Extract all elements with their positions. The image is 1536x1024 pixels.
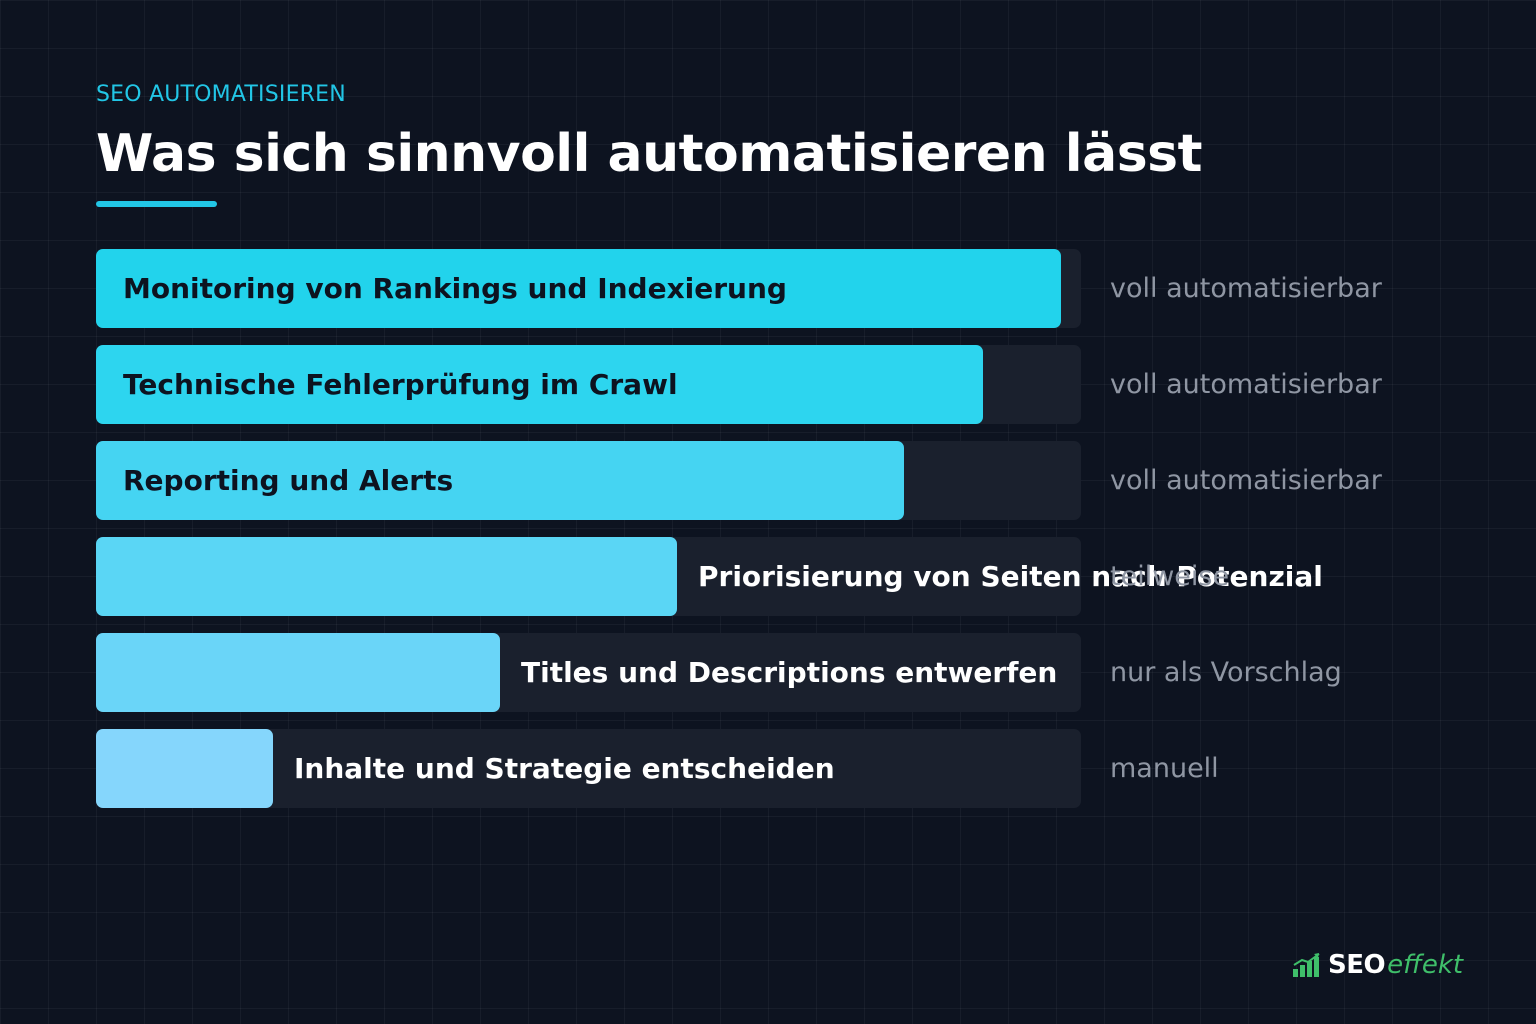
growth-chart-icon <box>1293 953 1320 977</box>
logo-text-effekt: effekt <box>1387 950 1464 980</box>
bar-status-label: teilweise <box>1110 561 1230 592</box>
bar <box>96 249 1061 328</box>
bar-status-label: voll automatisierbar <box>1110 465 1382 496</box>
bar-label: Reporting und Alerts <box>123 464 454 497</box>
bar-label: Technische Fehlerprüfung im Crawl <box>123 368 678 401</box>
brand-logo: SEO effekt <box>1292 946 1463 984</box>
bar-status-label: manuell <box>1110 753 1219 784</box>
bar-track <box>96 633 1081 712</box>
bar-track <box>96 345 1081 424</box>
bar <box>96 729 273 808</box>
bar-label: Monitoring von Rankings und Indexierung <box>123 272 787 305</box>
bar-label: Priorisierung von Seiten nach Potenzial <box>698 560 1323 593</box>
bar-status-label: voll automatisierbar <box>1110 273 1382 304</box>
eyebrow-label: SEO AUTOMATISIEREN <box>96 82 346 107</box>
bar <box>96 345 983 424</box>
bar-label: Inhalte und Strategie entscheiden <box>294 752 835 785</box>
title-underline <box>96 201 217 207</box>
bar-status-label: nur als Vorschlag <box>1110 657 1342 688</box>
logo-text-seo: SEO <box>1328 950 1386 980</box>
bar <box>96 537 677 616</box>
bar-track <box>96 729 1081 808</box>
bar <box>96 633 500 712</box>
bar-track <box>96 249 1081 328</box>
page-title: Was sich sinnvoll automatisieren lässt <box>96 124 1202 184</box>
bar-track <box>96 441 1081 520</box>
bar-track <box>96 537 1081 616</box>
bar-label: Titles und Descriptions entwerfen <box>521 656 1058 689</box>
bar <box>96 441 904 520</box>
bar-status-label: voll automatisierbar <box>1110 369 1382 400</box>
